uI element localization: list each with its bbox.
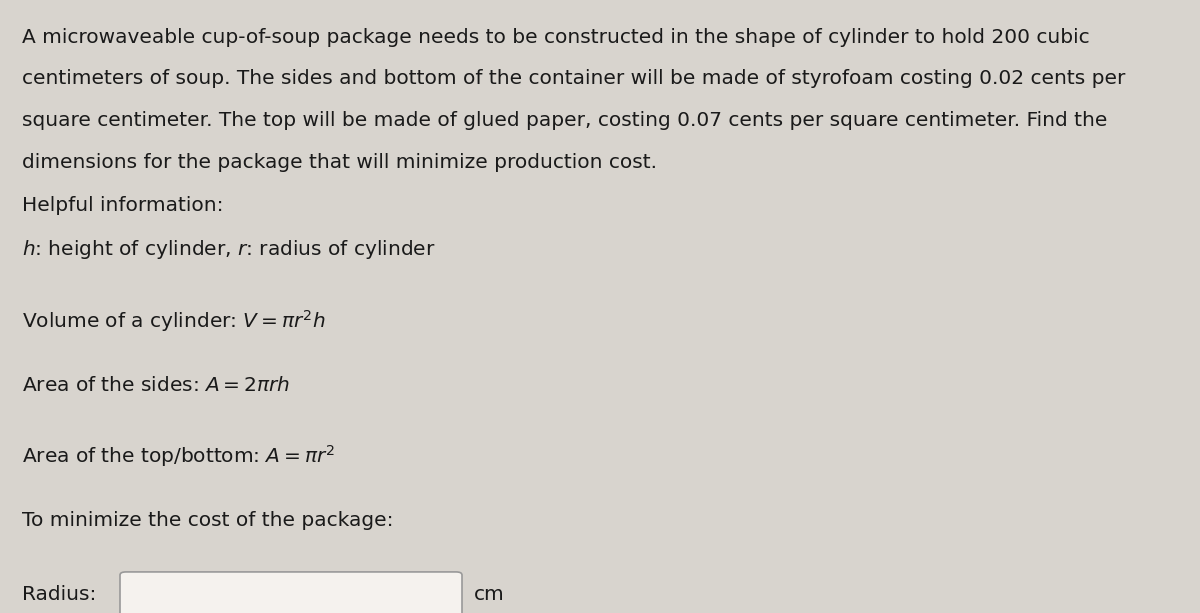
Text: dimensions for the package that will minimize production cost.: dimensions for the package that will min… bbox=[22, 153, 656, 172]
Text: A microwaveable cup-of-soup package needs to be constructed in the shape of cyli: A microwaveable cup-of-soup package need… bbox=[22, 28, 1090, 47]
Text: cm: cm bbox=[474, 585, 505, 604]
Text: square centimeter. The top will be made of glued paper, costing 0.07 cents per s: square centimeter. The top will be made … bbox=[22, 111, 1106, 130]
Text: Volume of a cylinder: $V = \pi r^2 h$: Volume of a cylinder: $V = \pi r^2 h$ bbox=[22, 308, 325, 334]
Text: centimeters of soup. The sides and bottom of the container will be made of styro: centimeters of soup. The sides and botto… bbox=[22, 69, 1124, 88]
Text: Radius:: Radius: bbox=[22, 585, 96, 604]
Text: $\mathit{h}$: height of cylinder, $\mathit{r}$: radius of cylinder: $\mathit{h}$: height of cylinder, $\math… bbox=[22, 238, 436, 261]
FancyBboxPatch shape bbox=[120, 572, 462, 613]
Text: Area of the sides: $A = 2\pi r h$: Area of the sides: $A = 2\pi r h$ bbox=[22, 376, 290, 395]
Text: Area of the top/bottom: $A = \pi r^2$: Area of the top/bottom: $A = \pi r^2$ bbox=[22, 443, 335, 469]
Text: Helpful information:: Helpful information: bbox=[22, 196, 223, 215]
Text: To minimize the cost of the package:: To minimize the cost of the package: bbox=[22, 511, 394, 530]
